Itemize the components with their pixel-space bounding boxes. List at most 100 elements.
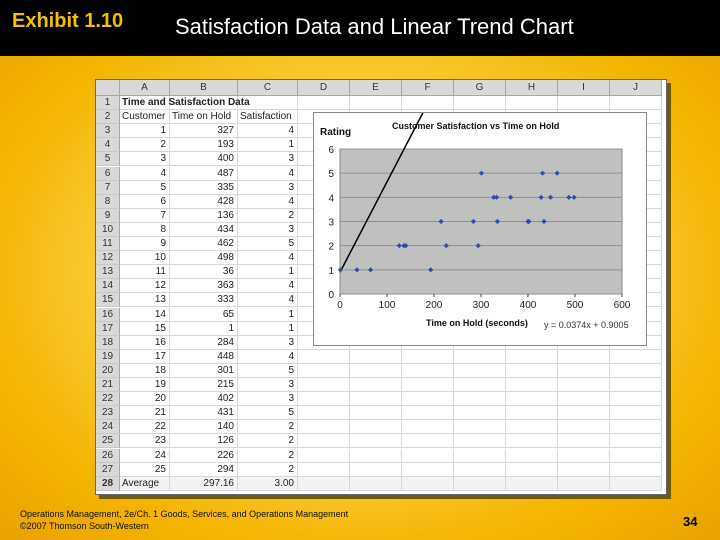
cell-e20[interactable]: [350, 363, 402, 378]
cell-g22[interactable]: [454, 392, 506, 407]
cell-h27[interactable]: [506, 462, 558, 477]
cell-f20[interactable]: [402, 363, 454, 378]
cell-b18[interactable]: 284: [170, 335, 238, 350]
cell-e27[interactable]: [350, 462, 402, 477]
cell-a25[interactable]: 23: [120, 434, 170, 449]
row-header-9[interactable]: 9: [96, 208, 120, 223]
cell-b6[interactable]: 487: [170, 166, 238, 181]
cell-j26[interactable]: [610, 448, 662, 463]
cell-a9[interactable]: 7: [120, 208, 170, 223]
cell-b17[interactable]: 1: [170, 321, 238, 336]
cell-b15[interactable]: 333: [170, 293, 238, 308]
cell-e22[interactable]: [350, 392, 402, 407]
cell-g1[interactable]: [454, 96, 506, 111]
cell-a7[interactable]: 5: [120, 180, 170, 195]
cell-a12[interactable]: 10: [120, 251, 170, 266]
select-all-corner[interactable]: [96, 80, 120, 96]
cell-a2[interactable]: Customer: [120, 110, 170, 125]
cell-b13[interactable]: 36: [170, 265, 238, 280]
cell-f27[interactable]: [402, 462, 454, 477]
cell-a18[interactable]: 16: [120, 335, 170, 350]
cell-i26[interactable]: [558, 448, 610, 463]
cell-b2[interactable]: Time on Hold: [170, 110, 238, 125]
cell-c3[interactable]: 4: [238, 124, 298, 139]
column-header-d[interactable]: D: [298, 80, 350, 96]
cell-b7[interactable]: 335: [170, 180, 238, 195]
cell-j19[interactable]: [610, 349, 662, 364]
cell-i20[interactable]: [558, 363, 610, 378]
cell-d24[interactable]: [298, 420, 350, 435]
cell-j24[interactable]: [610, 420, 662, 435]
cell-f24[interactable]: [402, 420, 454, 435]
cell-i23[interactable]: [558, 406, 610, 421]
cell-c25[interactable]: 2: [238, 434, 298, 449]
cell-a3[interactable]: 1: [120, 124, 170, 139]
row-header-20[interactable]: 20: [96, 363, 120, 378]
cell-b14[interactable]: 363: [170, 279, 238, 294]
cell-a6[interactable]: 4: [120, 166, 170, 181]
cell-b5[interactable]: 400: [170, 152, 238, 167]
row-header-2[interactable]: 2: [96, 110, 120, 125]
row-header-16[interactable]: 16: [96, 307, 120, 322]
row-header-22[interactable]: 22: [96, 392, 120, 407]
row-header-19[interactable]: 19: [96, 349, 120, 364]
row-header-24[interactable]: 24: [96, 420, 120, 435]
cell-e25[interactable]: [350, 434, 402, 449]
cell-a14[interactable]: 12: [120, 279, 170, 294]
cell-b12[interactable]: 498: [170, 251, 238, 266]
column-header-h[interactable]: H: [506, 80, 558, 96]
cell-c11[interactable]: 5: [238, 237, 298, 252]
column-header-i[interactable]: I: [558, 80, 610, 96]
cell-b1[interactable]: [170, 96, 238, 111]
cell-j25[interactable]: [610, 434, 662, 449]
cell-a16[interactable]: 14: [120, 307, 170, 322]
cell-e1[interactable]: [350, 96, 402, 111]
cell-h23[interactable]: [506, 406, 558, 421]
cell-a28[interactable]: Average: [120, 476, 170, 491]
row-header-7[interactable]: 7: [96, 180, 120, 195]
cell-a19[interactable]: 17: [120, 349, 170, 364]
cell-d28[interactable]: [298, 476, 350, 491]
column-header-j[interactable]: J: [610, 80, 662, 96]
cell-b3[interactable]: 327: [170, 124, 238, 139]
cell-a22[interactable]: 20: [120, 392, 170, 407]
cell-h22[interactable]: [506, 392, 558, 407]
cell-f1[interactable]: [402, 96, 454, 111]
column-header-g[interactable]: G: [454, 80, 506, 96]
cell-b10[interactable]: 434: [170, 222, 238, 237]
cell-d20[interactable]: [298, 363, 350, 378]
cell-f28[interactable]: [402, 476, 454, 491]
cell-a17[interactable]: 15: [120, 321, 170, 336]
cell-c20[interactable]: 5: [238, 363, 298, 378]
cell-b11[interactable]: 462: [170, 237, 238, 252]
cell-c22[interactable]: 3: [238, 392, 298, 407]
row-header-15[interactable]: 15: [96, 293, 120, 308]
cell-a1[interactable]: Time and Satisfaction Data: [120, 96, 250, 111]
cell-g24[interactable]: [454, 420, 506, 435]
cell-g27[interactable]: [454, 462, 506, 477]
row-header-21[interactable]: 21: [96, 378, 120, 393]
cell-c4[interactable]: 1: [238, 138, 298, 153]
cell-b19[interactable]: 448: [170, 349, 238, 364]
cell-d25[interactable]: [298, 434, 350, 449]
row-header-23[interactable]: 23: [96, 406, 120, 421]
cell-d22[interactable]: [298, 392, 350, 407]
row-header-10[interactable]: 10: [96, 222, 120, 237]
cell-f25[interactable]: [402, 434, 454, 449]
cell-i27[interactable]: [558, 462, 610, 477]
cell-c26[interactable]: 2: [238, 448, 298, 463]
cell-g25[interactable]: [454, 434, 506, 449]
cell-a11[interactable]: 9: [120, 237, 170, 252]
cell-h21[interactable]: [506, 378, 558, 393]
cell-h24[interactable]: [506, 420, 558, 435]
cell-e23[interactable]: [350, 406, 402, 421]
row-header-1[interactable]: 1: [96, 96, 120, 111]
cell-e26[interactable]: [350, 448, 402, 463]
cell-a27[interactable]: 25: [120, 462, 170, 477]
cell-c5[interactable]: 3: [238, 152, 298, 167]
cell-c2[interactable]: Satisfaction: [238, 110, 298, 125]
cell-i25[interactable]: [558, 434, 610, 449]
cell-a15[interactable]: 13: [120, 293, 170, 308]
row-header-11[interactable]: 11: [96, 237, 120, 252]
cell-i24[interactable]: [558, 420, 610, 435]
